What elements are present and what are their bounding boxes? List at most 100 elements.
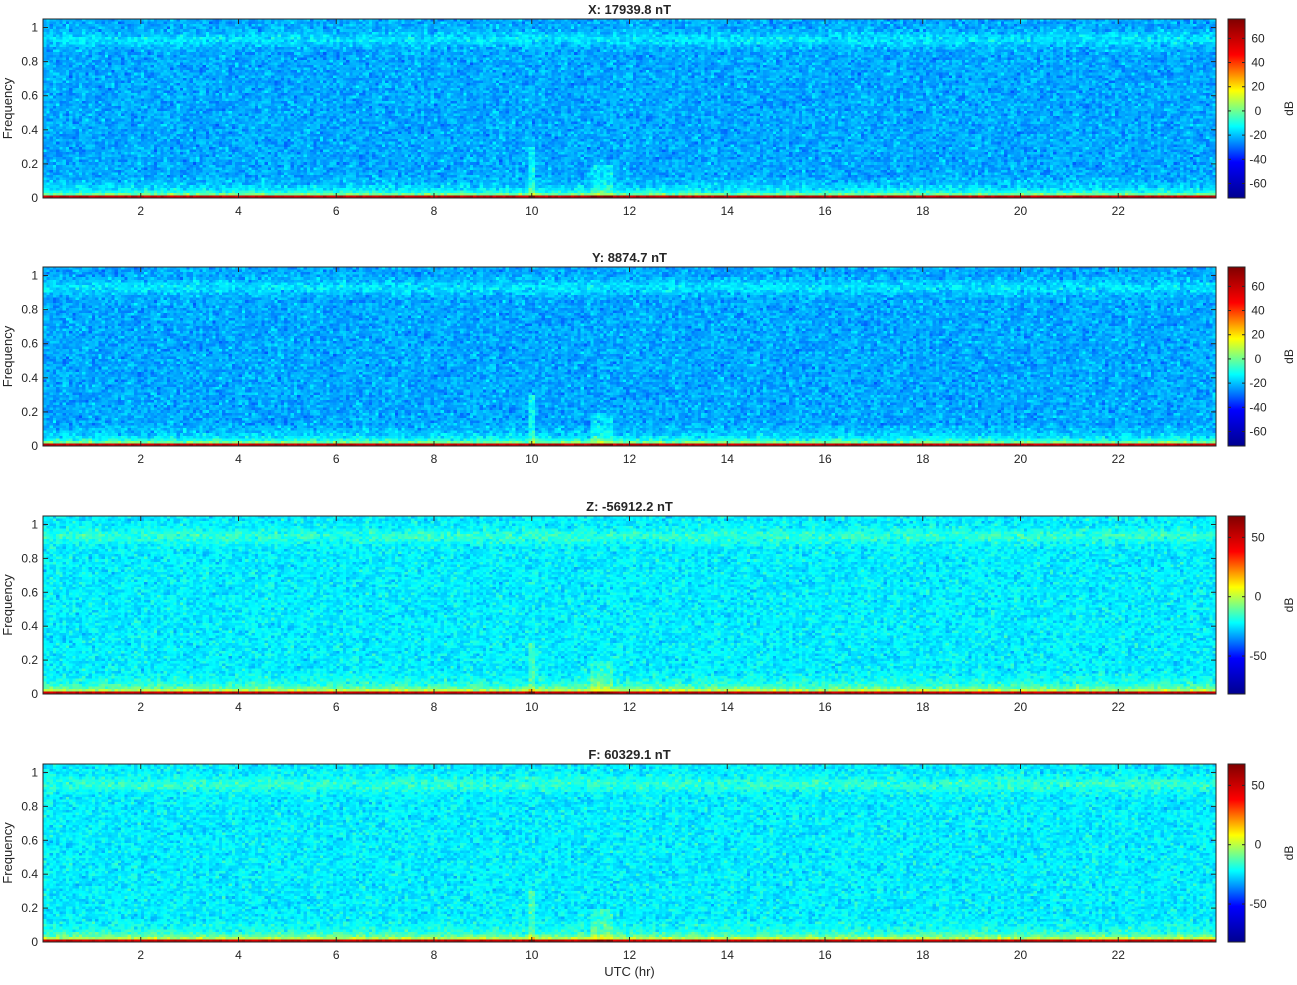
x-tick-label: 4 bbox=[235, 452, 242, 466]
y-axis-label: Frequency bbox=[0, 574, 15, 636]
y-tick-label: 1 bbox=[31, 21, 38, 35]
x-tick-label: 4 bbox=[235, 948, 242, 962]
colorbar: -60 -40 -20 0 20 40 60 dB bbox=[1227, 18, 1296, 199]
colorbar-tick-label: 0 bbox=[1255, 104, 1262, 118]
y-tick-label: 0.8 bbox=[21, 55, 38, 69]
x-tick-label: 6 bbox=[333, 452, 340, 466]
y-tick-label: 0.6 bbox=[21, 337, 38, 351]
y-axis-label: Frequency bbox=[0, 325, 15, 387]
y-tick-label: 1 bbox=[31, 269, 38, 283]
y-tick-label: 0.4 bbox=[21, 867, 38, 881]
colorbar-tick-label: -20 bbox=[1249, 128, 1267, 142]
colorbar-tick-label: 50 bbox=[1251, 778, 1265, 792]
x-tick-label: 8 bbox=[431, 452, 438, 466]
spectrogram-image bbox=[43, 764, 1216, 942]
x-tick-label: 8 bbox=[431, 948, 438, 962]
x-tick-label: 10 bbox=[525, 204, 539, 218]
panel-title: X: 17939.8 nT bbox=[588, 2, 671, 17]
x-tick-label: 10 bbox=[525, 948, 539, 962]
panel-title: Z: -56912.2 nT bbox=[586, 499, 673, 514]
x-tick-label: 8 bbox=[431, 204, 438, 218]
x-tick-label: 16 bbox=[818, 452, 832, 466]
spectrogram-image bbox=[43, 19, 1216, 198]
spectrogram-panel-3: 2 4 6 8 10 12 14 16 18 20 22 0 0.2 0.4 0.6 0.8 1 Z: -5691… bbox=[0, 499, 1296, 714]
x-tick-label: 22 bbox=[1112, 452, 1126, 466]
y-tick-label: 0 bbox=[31, 687, 38, 701]
colorbar-tick-label: 60 bbox=[1251, 279, 1265, 293]
x-tick-label: 14 bbox=[721, 700, 735, 714]
x-tick-label: 2 bbox=[137, 700, 144, 714]
colorbar-label: dB bbox=[1282, 101, 1296, 116]
x-tick-label: 12 bbox=[623, 948, 637, 962]
x-axis-label: UTC (hr) bbox=[604, 964, 655, 979]
x-tick-label: 18 bbox=[916, 204, 930, 218]
x-tick-label: 20 bbox=[1014, 204, 1028, 218]
colorbar-gradient bbox=[1227, 18, 1246, 199]
colorbar-tick-label: -50 bbox=[1249, 649, 1267, 663]
colorbar-tick-label: 40 bbox=[1251, 304, 1265, 318]
y-tick-label: 1 bbox=[31, 517, 38, 531]
spectrogram-image bbox=[43, 516, 1216, 694]
y-tick-label: 0.6 bbox=[21, 89, 38, 103]
x-tick-label: 2 bbox=[137, 948, 144, 962]
x-tick-label: 6 bbox=[333, 700, 340, 714]
x-tick-label: 12 bbox=[623, 204, 637, 218]
colorbar-tick-label: 60 bbox=[1251, 31, 1265, 45]
x-tick-label: 16 bbox=[818, 700, 832, 714]
y-axis-label: Frequency bbox=[0, 822, 15, 884]
colorbar-gradient bbox=[1227, 763, 1246, 943]
spectrogram-image bbox=[43, 267, 1216, 446]
x-tick-label: 18 bbox=[916, 948, 930, 962]
colorbar-tick-label: -50 bbox=[1249, 897, 1267, 911]
y-tick-label: 1 bbox=[31, 765, 38, 779]
colorbar-tick-label: 20 bbox=[1251, 328, 1265, 342]
x-tick-label: 14 bbox=[721, 948, 735, 962]
x-tick-label: 22 bbox=[1112, 204, 1126, 218]
y-tick-label: 0 bbox=[31, 439, 38, 453]
y-tick-label: 0 bbox=[31, 935, 38, 949]
y-tick-label: 0 bbox=[31, 191, 38, 205]
y-axis-label: Frequency bbox=[0, 77, 15, 139]
x-tick-label: 16 bbox=[818, 948, 832, 962]
colorbar-tick-label: 20 bbox=[1251, 80, 1265, 94]
y-tick-label: 0.2 bbox=[21, 157, 38, 171]
colorbar-gradient bbox=[1227, 515, 1246, 695]
y-tick-label: 0.8 bbox=[21, 799, 38, 813]
x-tick-label: 2 bbox=[137, 452, 144, 466]
x-tick-label: 16 bbox=[818, 204, 832, 218]
x-tick-label: 18 bbox=[916, 700, 930, 714]
y-tick-label: 0.6 bbox=[21, 833, 38, 847]
spectrogram-panel-1: 2 4 6 8 10 12 14 16 18 20 22 0 0.2 0.4 0.6 0.8 1 X: 17939… bbox=[0, 2, 1296, 218]
x-tick-label: 14 bbox=[721, 452, 735, 466]
colorbar-gradient bbox=[1227, 266, 1246, 447]
x-tick-label: 20 bbox=[1014, 452, 1028, 466]
x-tick-label: 6 bbox=[333, 204, 340, 218]
x-tick-label: 10 bbox=[525, 700, 539, 714]
x-tick-label: 10 bbox=[525, 452, 539, 466]
x-tick-label: 12 bbox=[623, 452, 637, 466]
colorbar-tick-label: -60 bbox=[1249, 424, 1267, 438]
colorbar-tick-label: -20 bbox=[1249, 376, 1267, 390]
x-tick-label: 18 bbox=[916, 452, 930, 466]
colorbar: -50 0 50 dB bbox=[1227, 515, 1296, 695]
x-tick-label: 4 bbox=[235, 700, 242, 714]
y-tick-label: 0.8 bbox=[21, 303, 38, 317]
x-tick-label: 2 bbox=[137, 204, 144, 218]
panel-title: Y: 8874.7 nT bbox=[592, 250, 667, 265]
colorbar-label: dB bbox=[1282, 598, 1296, 613]
y-tick-label: 0.8 bbox=[21, 551, 38, 565]
colorbar: -50 0 50 dB bbox=[1227, 763, 1296, 943]
y-tick-label: 0.2 bbox=[21, 405, 38, 419]
colorbar: -60 -40 -20 0 20 40 60 dB bbox=[1227, 266, 1296, 447]
x-tick-label: 4 bbox=[235, 204, 242, 218]
colorbar-tick-label: 0 bbox=[1255, 352, 1262, 366]
colorbar-tick-label: -40 bbox=[1249, 152, 1267, 166]
x-tick-label: 6 bbox=[333, 948, 340, 962]
panel-title: F: 60329.1 nT bbox=[588, 747, 670, 762]
spectrogram-panel-2: 2 4 6 8 10 12 14 16 18 20 22 0 0.2 0.4 0.6 0.8 1 Y: 8874.… bbox=[0, 250, 1296, 466]
y-tick-label: 0.6 bbox=[21, 585, 38, 599]
x-tick-label: 14 bbox=[721, 204, 735, 218]
x-tick-label: 12 bbox=[623, 700, 637, 714]
colorbar-tick-label: 0 bbox=[1255, 838, 1262, 852]
